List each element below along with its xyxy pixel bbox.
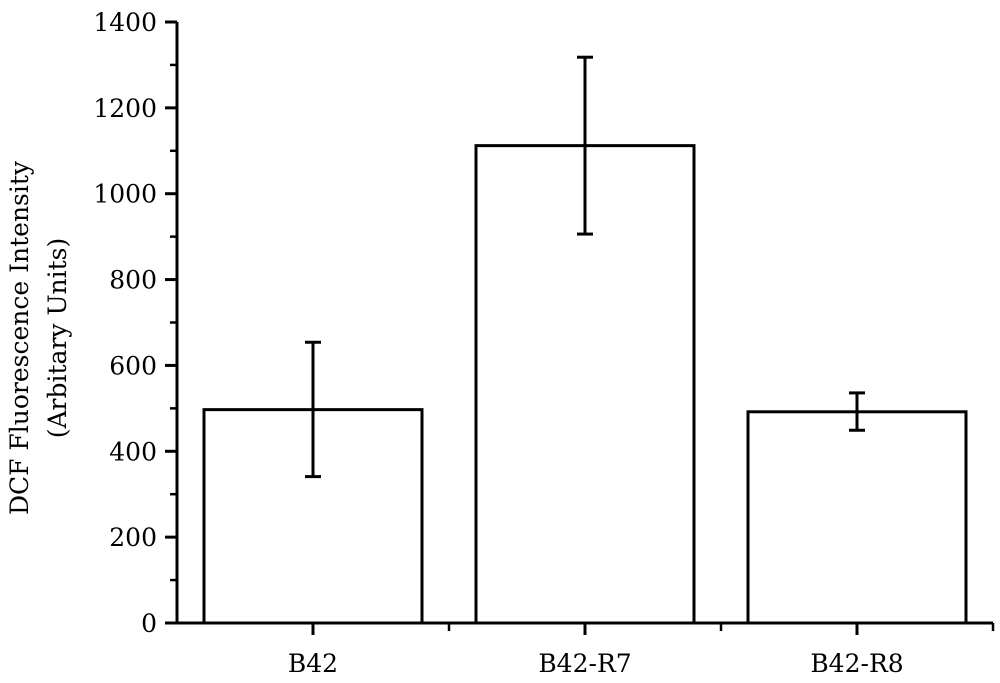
y-axis-title-line-2: (Arbitary Units)	[43, 238, 72, 439]
y-tick-label: 1400	[93, 8, 157, 37]
y-axis-title-line-1: DCF Fluorescence Intensity	[5, 160, 34, 515]
plot-area: 0 200 400 600 800 1000 1200 1400 B42 B42-R7 B42-R8	[93, 8, 995, 678]
y-axis-title: DCF Fluorescence Intensity (Arbitary Uni…	[5, 160, 72, 515]
y-tick-label: 1000	[93, 180, 157, 209]
y-tick-label: 800	[109, 266, 157, 295]
y-tick-label: 600	[109, 351, 157, 380]
y-tick-label: 1200	[93, 94, 157, 123]
x-tick-label: B42	[288, 649, 338, 678]
x-tick-label: B42-R8	[810, 649, 903, 678]
x-tick-label: B42-R7	[538, 649, 631, 678]
bar-b42-r8	[746, 410, 968, 625]
bar-b42	[202, 408, 424, 625]
y-tick-label: 400	[109, 437, 157, 466]
y-tick-label: 200	[109, 523, 157, 552]
y-tick-label: 0	[141, 609, 157, 638]
